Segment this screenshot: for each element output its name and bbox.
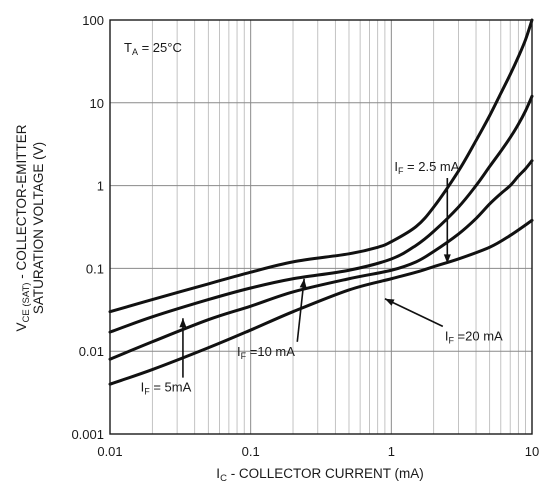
annotation-arrow-4 <box>384 298 444 328</box>
x-tick-label: 0.1 <box>242 444 260 459</box>
annotation-arrowhead-4 <box>384 298 395 306</box>
series-annotations: IF = 2.5 mA IF = 5mA IF =10 mA IF =20 mA <box>141 159 503 397</box>
annotation-arrow-3 <box>296 278 305 342</box>
series-line-3 <box>108 159 534 361</box>
y-tick-label: 10 <box>90 96 104 111</box>
x-tick-label: 10 <box>525 444 539 459</box>
plot-frame <box>109 19 533 435</box>
annotation-arrowhead-3 <box>299 278 307 289</box>
y-tick-label: 0.001 <box>71 427 104 442</box>
y-axis-title: VCE (SAT) - COLLECTOR-EMITTER SATURATION… <box>14 124 46 331</box>
series-line-2 <box>108 94 534 334</box>
series-label-1: IF = 2.5 mA <box>394 159 459 176</box>
annotation-arrowhead-2 <box>179 318 187 328</box>
x-tick-label: 1 <box>388 444 395 459</box>
y-tick-label: 0.01 <box>79 344 104 359</box>
annotation-arrowhead-1 <box>443 254 451 264</box>
series-line-1 <box>108 18 534 314</box>
series-line-4 <box>108 218 534 386</box>
y-axis-title-line2: SATURATION VOLTAGE (V) <box>31 142 46 314</box>
series-label-4: IF =20 mA <box>445 328 503 345</box>
series-label-3: IF =10 mA <box>237 344 295 361</box>
x-axis-title: IC - COLLECTOR CURRENT (mA) <box>216 466 423 484</box>
y-tick-labels: 0.001 0.01 0.1 1 10 100 <box>71 13 104 442</box>
y-tick-label: 100 <box>82 13 104 28</box>
y-tick-label: 0.1 <box>86 261 104 276</box>
x-tick-label: 0.01 <box>97 444 122 459</box>
y-tick-label: 1 <box>97 179 104 194</box>
series-curves <box>108 18 534 386</box>
series-label-2: IF = 5mA <box>141 380 192 397</box>
y-axis-title-line1: VCE (SAT) - COLLECTOR-EMITTER <box>14 124 32 331</box>
x-tick-labels: 0.01 0.1 1 10 <box>97 444 539 459</box>
temperature-condition: TA = 25°C <box>124 40 182 57</box>
